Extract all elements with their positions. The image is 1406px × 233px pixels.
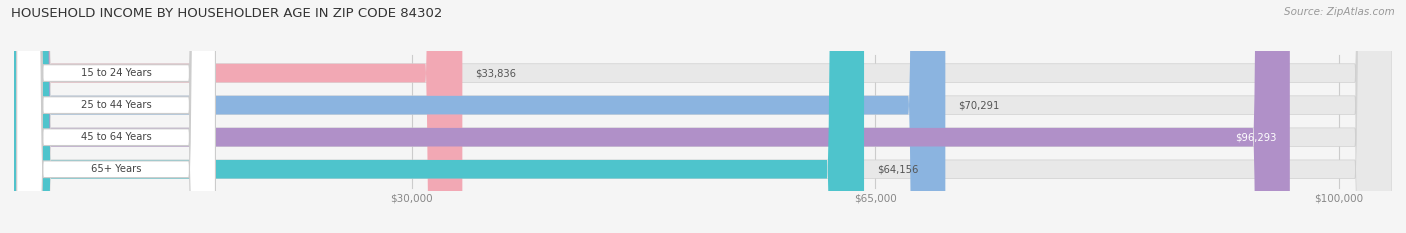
FancyBboxPatch shape <box>17 0 215 233</box>
FancyBboxPatch shape <box>14 0 1289 233</box>
Text: Source: ZipAtlas.com: Source: ZipAtlas.com <box>1284 7 1395 17</box>
Text: 25 to 44 Years: 25 to 44 Years <box>80 100 152 110</box>
Text: $70,291: $70,291 <box>959 100 1000 110</box>
FancyBboxPatch shape <box>17 0 215 233</box>
FancyBboxPatch shape <box>14 0 1392 233</box>
Text: $33,836: $33,836 <box>475 68 516 78</box>
FancyBboxPatch shape <box>14 0 463 233</box>
Text: 65+ Years: 65+ Years <box>91 164 142 174</box>
Text: 15 to 24 Years: 15 to 24 Years <box>80 68 152 78</box>
Text: $96,293: $96,293 <box>1236 132 1277 142</box>
Text: $64,156: $64,156 <box>877 164 918 174</box>
Text: HOUSEHOLD INCOME BY HOUSEHOLDER AGE IN ZIP CODE 84302: HOUSEHOLD INCOME BY HOUSEHOLDER AGE IN Z… <box>11 7 443 20</box>
FancyBboxPatch shape <box>14 0 945 233</box>
FancyBboxPatch shape <box>17 0 215 233</box>
FancyBboxPatch shape <box>14 0 1392 233</box>
Text: 45 to 64 Years: 45 to 64 Years <box>80 132 152 142</box>
FancyBboxPatch shape <box>14 0 1392 233</box>
FancyBboxPatch shape <box>17 0 215 233</box>
FancyBboxPatch shape <box>14 0 1392 233</box>
FancyBboxPatch shape <box>14 0 865 233</box>
